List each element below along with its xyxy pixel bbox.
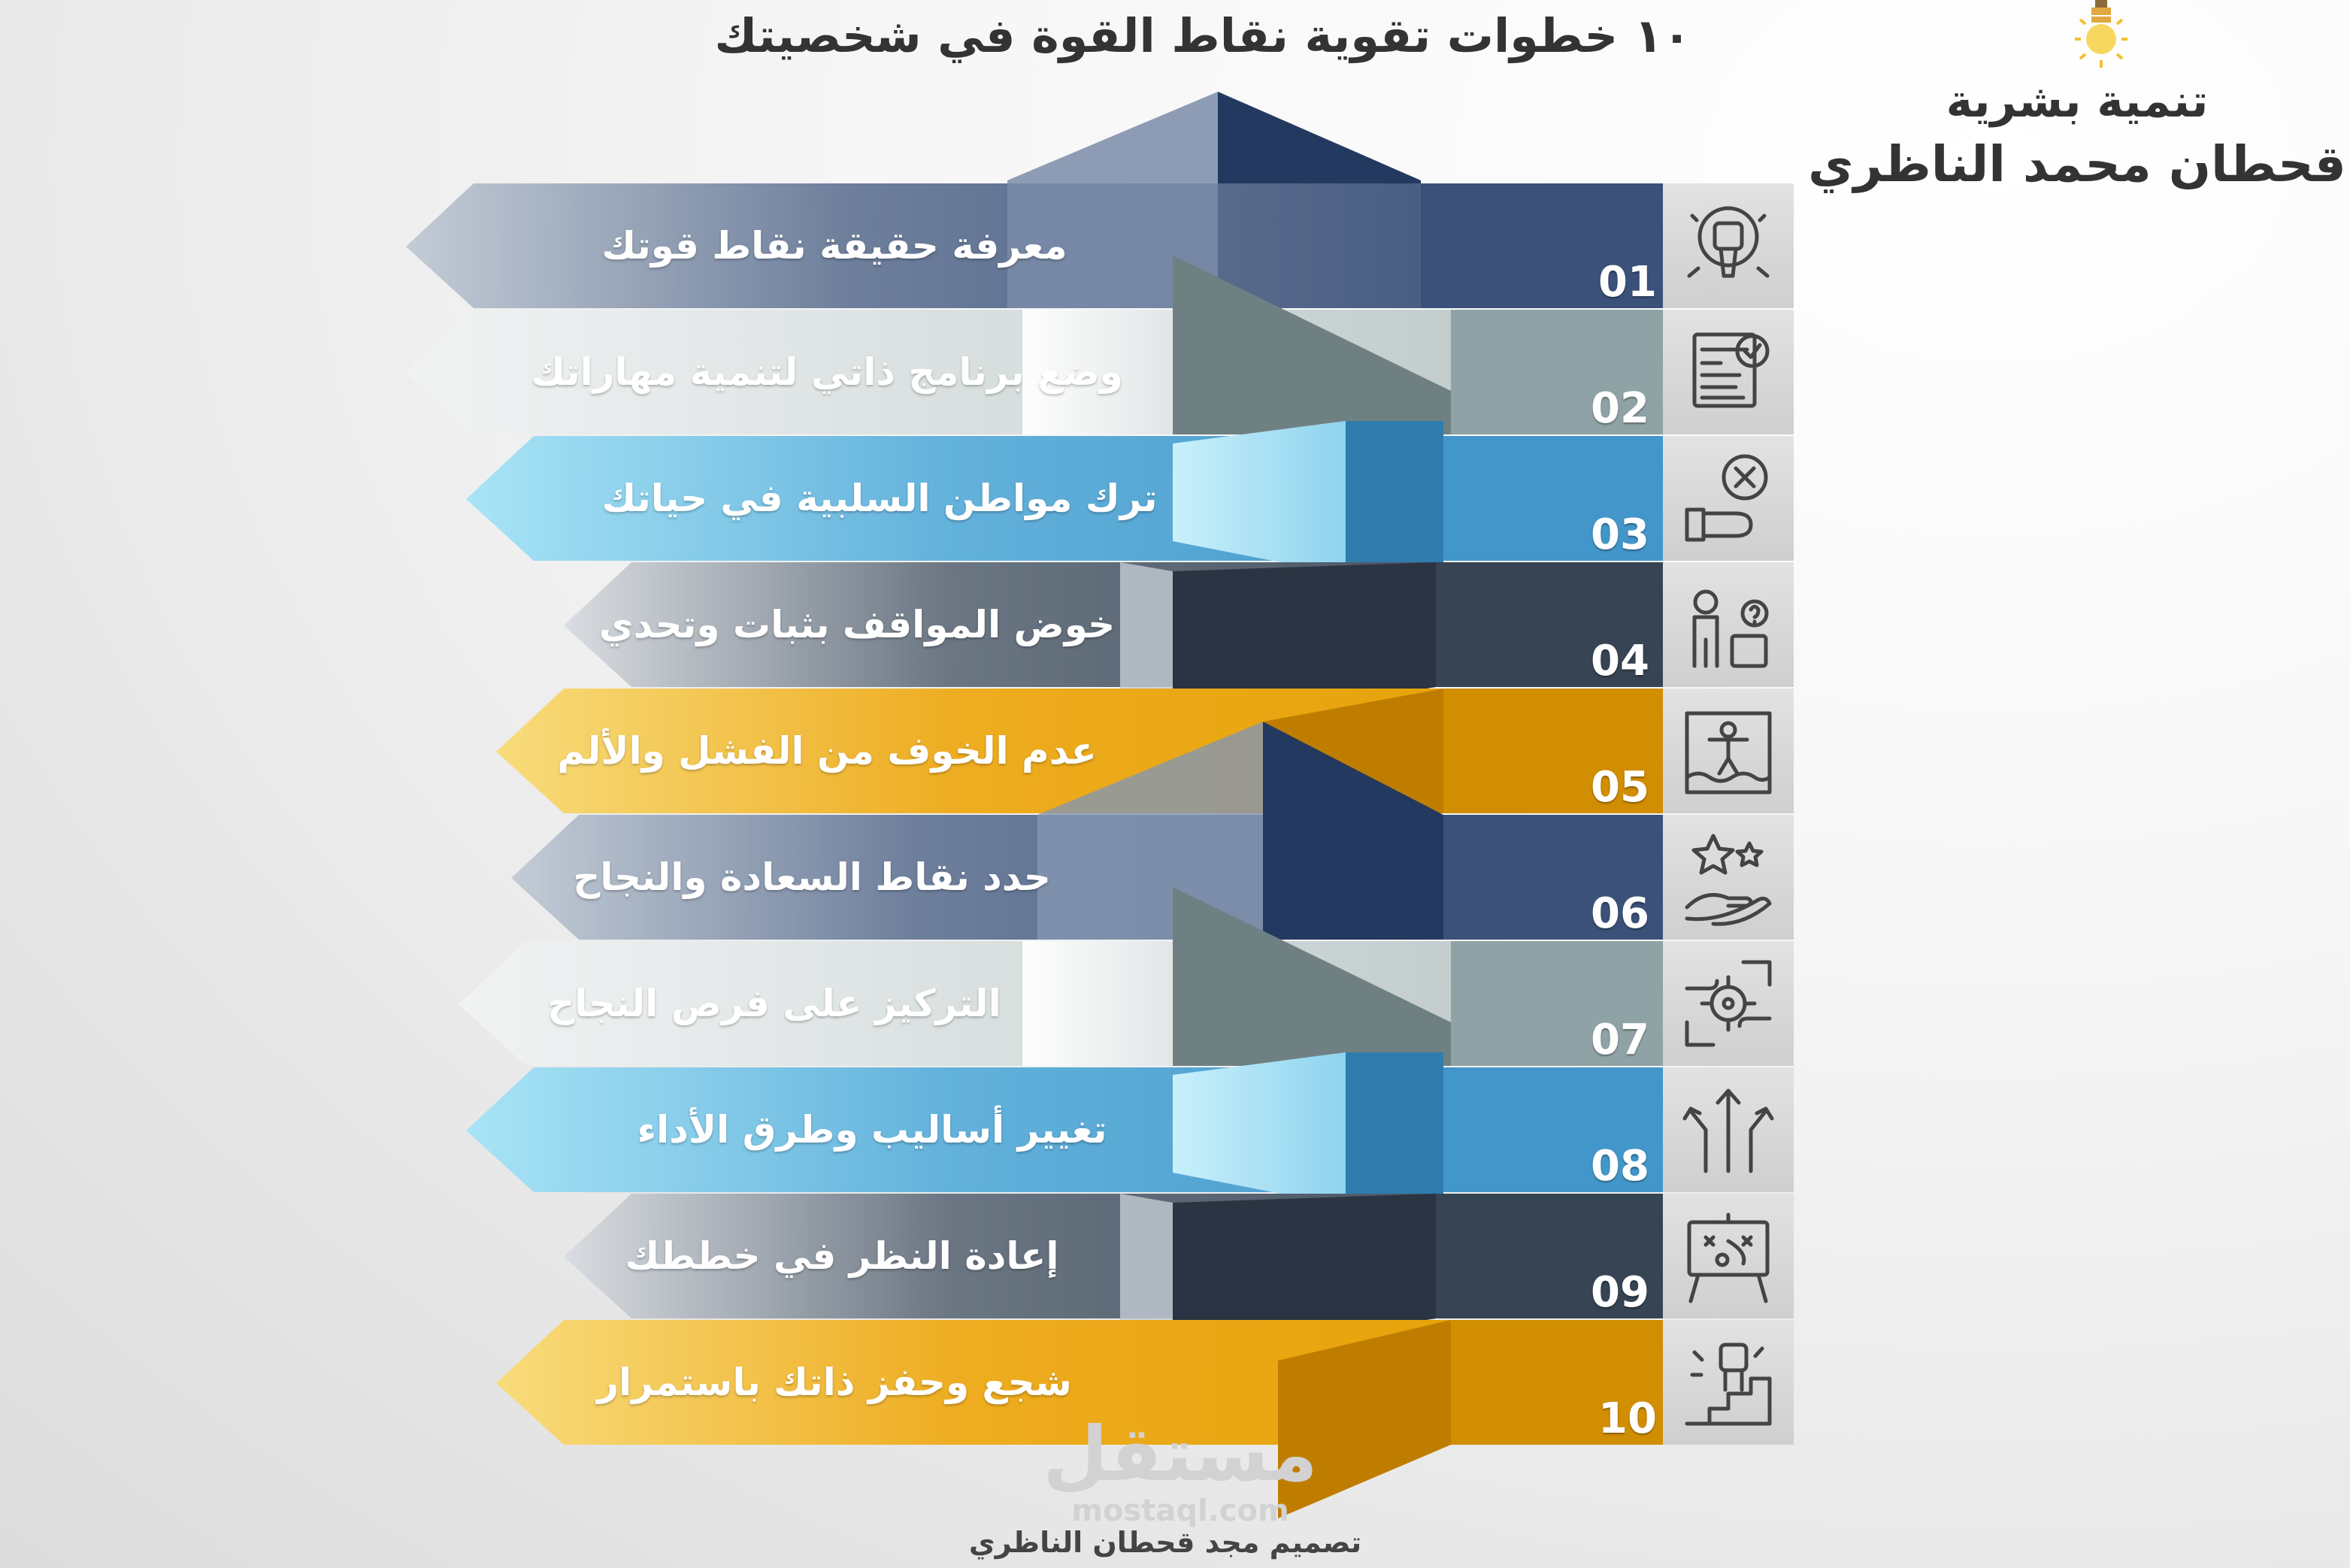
step-number-06: 06 [1591,889,1649,938]
step-ribbon-07 [459,887,1663,1066]
step-text-05: عدم الخوف من الفشل والألم [557,729,1097,773]
step-number-09: 09 [1591,1268,1649,1317]
step-number-01: 01 [1598,258,1657,307]
step-number-08: 08 [1591,1142,1649,1191]
step-text-09: إعادة النظر في خططك [625,1234,1059,1278]
step-text-01: معرفة حقيقة نقاط قوتك [601,224,1067,268]
watermark-latin: mostaql.com [1071,1494,1289,1528]
fist-rocket-icon [1687,206,1770,278]
hand-reject-icon [1685,454,1768,542]
step-text-02: وضع برنامج ذاتي لتنمية مهاراتك [531,350,1123,394]
step-ribbon-10 [496,1320,1663,1518]
step-number-05: 05 [1591,763,1649,812]
thinking-person-puzzle-icon [1692,589,1769,668]
step-text-08: تغيير أساليب وطرق الأداء [637,1108,1107,1152]
step-ribbon-08 [466,1052,1663,1206]
step-text-04: خوض المواقف بثبات وتحدي [598,603,1116,646]
brand-title: تنمية بشرية [1946,75,2209,128]
step-ribbon-02 [406,256,1663,434]
checklist-document-icon [1692,332,1770,408]
step-text-07: التركيز على فرص النجاح [547,982,1001,1025]
hand-stars-icon [1685,834,1772,926]
person-sinking-icon [1685,711,1772,795]
step-text-10: شجع وحفز ذاتك باستمرار [597,1361,1072,1404]
step-ribbon-03 [466,421,1663,575]
page-title: ١٠ خطوات تقوية نقاط القوة في شخصيتك [714,8,1691,63]
icon-column [1663,183,1794,1445]
step-ribbon-06 [511,722,1663,940]
focus-target-hands-icon [1685,960,1772,1047]
designer-credit: تصميم مجد قحطان الناظري [968,1526,1362,1559]
brand-block: تنمية بشرية قحطان محمد الناظري [1804,0,2350,210]
road-arrows-icon [1682,1088,1774,1173]
lightbulb-icon [2075,0,2127,68]
step-number-02: 02 [1591,384,1649,433]
watermark-arabic: مستقل [1043,1410,1318,1498]
step-number-10: 10 [1598,1394,1657,1443]
step-number-03: 03 [1591,510,1649,559]
step-text-03: ترك مواطن السلبية في حياتك [601,477,1158,520]
fist-stairs-icon [1685,1342,1772,1426]
step-text-06: حدد نقاط السعادة والنجاح [573,855,1051,899]
step-number-07: 07 [1591,1016,1649,1064]
step-number-04: 04 [1591,637,1649,686]
strategy-board-icon [1687,1212,1770,1303]
step-ribbon-01 [406,92,1663,308]
brand-author: قحطان محمد الناظري [1808,135,2346,193]
watermark: مستقل mostaql.com [1030,1410,1331,1528]
